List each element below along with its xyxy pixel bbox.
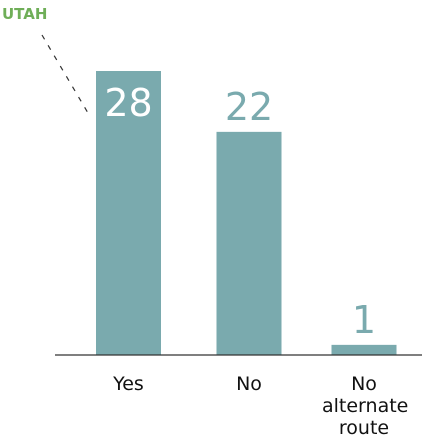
bar	[216, 131, 282, 355]
data-label: 22	[225, 85, 273, 129]
bar	[96, 71, 161, 355]
data-label: 28	[104, 81, 152, 125]
bar	[331, 344, 397, 355]
leader-line	[41, 34, 89, 114]
data-label: 1	[352, 298, 376, 342]
x-tick-label: No	[236, 373, 262, 395]
x-tick-label: Yes	[113, 373, 144, 395]
chart-title: UTAH	[2, 5, 47, 23]
x-tick-label: No alternate route	[322, 373, 409, 439]
